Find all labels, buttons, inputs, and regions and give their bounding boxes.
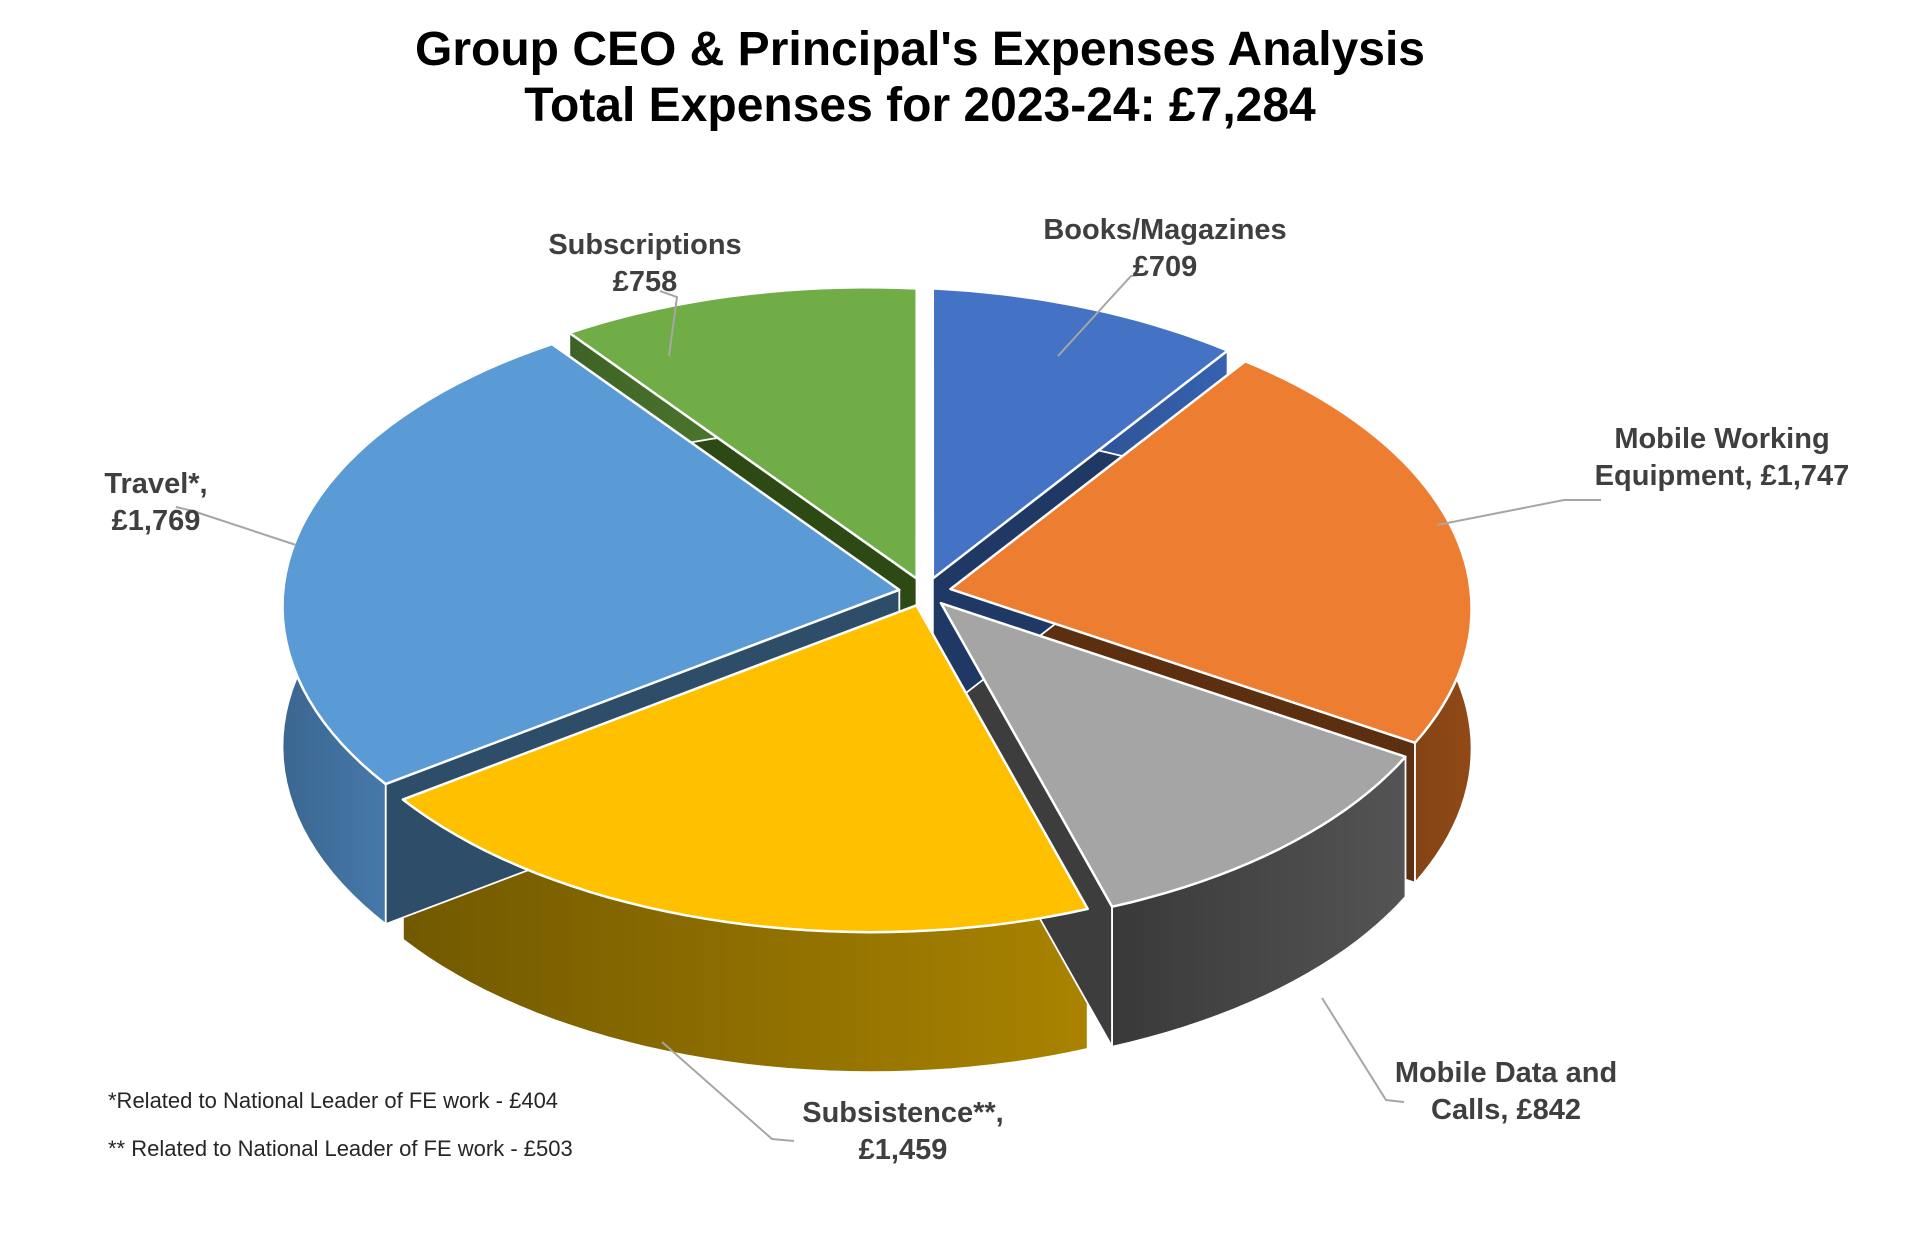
pie-slice-top-travel [281, 342, 901, 786]
pie-slice-top-subscriptions [568, 286, 918, 580]
pie-slice-top-books-magazines [931, 287, 1229, 580]
leader-line-books-magazines [1057, 273, 1148, 357]
chart-title: Group CEO & Principal's Expenses Analysi… [0, 22, 1840, 134]
leader-line-mobile-working-equipment [1436, 499, 1601, 526]
slice-label-mobile-data-and-calls: Mobile Data and Calls, £842 [1286, 1055, 1726, 1129]
slice-label-text: Mobile Working [1614, 423, 1830, 455]
leader-line-mobile-data-and-calls [1321, 997, 1405, 1103]
slice-value-text: £758 [612, 266, 678, 298]
slice-value-text: Equipment, £1,747 [1594, 460, 1850, 492]
slice-label-travel: Travel*, £1,769 [0, 466, 376, 540]
leader-line-travel [175, 506, 297, 546]
leader-line-subsistence [661, 1041, 795, 1142]
slice-value-text: £1,459 [858, 1134, 948, 1166]
slice-label-subsistence: Subsistence**, £1,459 [683, 1095, 1123, 1169]
slice-label-text: Subscriptions [548, 229, 742, 261]
slice-label-text: Mobile Data and [1394, 1057, 1618, 1089]
footnote-travel: *Related to National Leader of FE work -… [108, 1088, 559, 1113]
chart-title-line2: Total Expenses for 2023-24: £7,284 [524, 79, 1316, 132]
pie-slice-top-mobile-working-equipment [949, 359, 1473, 745]
slice-value-text: £1,769 [111, 505, 201, 537]
chart-title-line1: Group CEO & Principal's Expenses Analysi… [415, 23, 1425, 76]
pie-slice-top-mobile-data-and-calls [939, 601, 1407, 908]
leader-line-subscriptions [659, 290, 679, 357]
slice-label-subscriptions: Subscriptions £758 [425, 227, 865, 301]
pie-slice-top-subsistence [401, 604, 1089, 934]
slice-label-text: Books/Magazines [1043, 214, 1287, 246]
slice-value-text: Calls, £842 [1431, 1094, 1581, 1126]
slice-label-books-magazines: Books/Magazines £709 [945, 212, 1385, 286]
slice-label-text: Subsistence**, [802, 1097, 1004, 1129]
footnote-subsistence: ** Related to National Leader of FE work… [108, 1136, 573, 1161]
slice-label-mobile-working-equipment: Mobile Working Equipment, £1,747 [1502, 421, 1920, 495]
slice-value-text: £709 [1132, 251, 1198, 283]
slice-label-text: Travel*, [104, 468, 208, 500]
